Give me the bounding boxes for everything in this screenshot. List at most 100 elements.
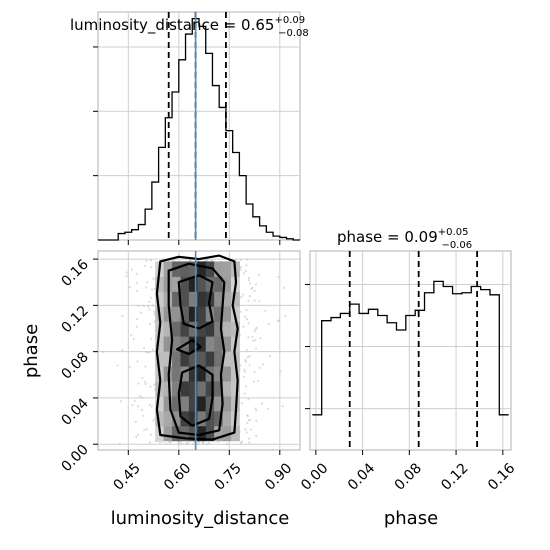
scatter-point (150, 405, 153, 408)
histogram-bin (206, 53, 213, 240)
scatter-point (148, 322, 151, 325)
density-cell (214, 261, 224, 277)
scatter-point (152, 419, 155, 422)
histogram-bin (415, 310, 424, 450)
histogram-bin (322, 321, 331, 450)
scatter-point (121, 348, 124, 352)
x-tick-label: 0.08 (392, 460, 425, 493)
scatter-point (142, 304, 146, 308)
scatter-point (253, 329, 256, 333)
density-cell (163, 395, 173, 412)
scatter-point (139, 395, 142, 398)
scatter-point (257, 273, 260, 276)
histogram-bin (406, 315, 415, 450)
scatter-point (148, 403, 152, 406)
density-cell (214, 380, 224, 397)
density-cell (214, 291, 224, 307)
scatter-point (132, 338, 135, 341)
density-cell (172, 380, 181, 397)
histogram-series (312, 251, 509, 450)
scatter-point (135, 289, 139, 293)
histogram-bin (359, 313, 368, 450)
scatter-point (244, 370, 247, 373)
x-axis-label: phase (384, 508, 438, 529)
x-tick-label: 0.60 (161, 460, 194, 493)
histogram-bin (312, 415, 321, 450)
scatter-point (242, 375, 246, 378)
scatter-point (128, 365, 131, 369)
density-cell (230, 425, 240, 442)
histogram-bin (471, 287, 480, 450)
histogram-bin (138, 225, 145, 240)
scatter-point (276, 319, 280, 322)
scatter-point (135, 282, 139, 285)
density-cell (230, 321, 240, 337)
histogram-bin (499, 415, 508, 450)
density-cell (205, 321, 215, 337)
scatter-point (261, 363, 265, 366)
scatter-point (125, 275, 128, 278)
scatter-point (248, 437, 251, 440)
scatter-point (247, 322, 250, 325)
scatter-point (240, 295, 243, 299)
scatter-point (185, 443, 188, 446)
scatter-point (248, 364, 251, 367)
scatter-point (260, 402, 264, 405)
scatter-point (252, 380, 256, 383)
scatter-point (277, 275, 280, 279)
scatter-point (244, 269, 247, 272)
density-cell (188, 291, 198, 307)
density-cell (222, 306, 232, 322)
scatter-point (244, 359, 247, 362)
scatter-point (118, 442, 121, 445)
scatter-point (151, 304, 155, 307)
contour-line (176, 339, 202, 356)
panel-frame (309, 250, 512, 451)
title-prefix: phase = 0.09 (337, 228, 438, 246)
scatter-point (205, 443, 208, 446)
density-cell (197, 306, 207, 322)
density-cell (180, 291, 190, 307)
histogram-bin (331, 318, 340, 450)
scatter-point (248, 294, 251, 298)
density-cell (222, 321, 232, 337)
histogram-bin (253, 217, 260, 240)
scatter-point (173, 259, 176, 262)
scatter-point (282, 286, 285, 289)
density-cell (180, 321, 190, 337)
scatter-point (226, 443, 229, 446)
histogram-bin (350, 304, 359, 450)
scatter-point (149, 433, 152, 436)
density-cell (222, 291, 232, 307)
scatter-point (268, 354, 271, 358)
y-axis-label: phase (21, 324, 42, 378)
density-cell (172, 410, 181, 427)
scatter-point (143, 428, 146, 432)
scatter-point (239, 259, 242, 262)
density-cell (188, 351, 198, 367)
density-cell (163, 410, 173, 427)
scatter-point (211, 259, 214, 262)
density-cell (214, 425, 224, 442)
histogram-bin (287, 239, 294, 240)
x-tick-label: 0.12 (438, 460, 471, 493)
histogram-bin (246, 204, 253, 240)
scatter-point (251, 335, 254, 338)
histogram-bin (132, 230, 139, 240)
scatter-point (255, 419, 258, 422)
histogram-bin (212, 86, 219, 240)
title-sup: +0.09 (274, 15, 305, 26)
scatter-point (136, 360, 139, 363)
density-cell (197, 336, 207, 352)
scatter-point (247, 336, 250, 339)
density-cell (222, 380, 232, 397)
density-cell (205, 380, 215, 397)
scatter-point (144, 382, 147, 385)
scatter-point (243, 272, 246, 275)
density-cell (222, 336, 232, 352)
scatter-point (135, 435, 138, 439)
scatter-point (248, 354, 251, 358)
scatter-point (254, 327, 257, 330)
scatter-point (153, 320, 156, 323)
